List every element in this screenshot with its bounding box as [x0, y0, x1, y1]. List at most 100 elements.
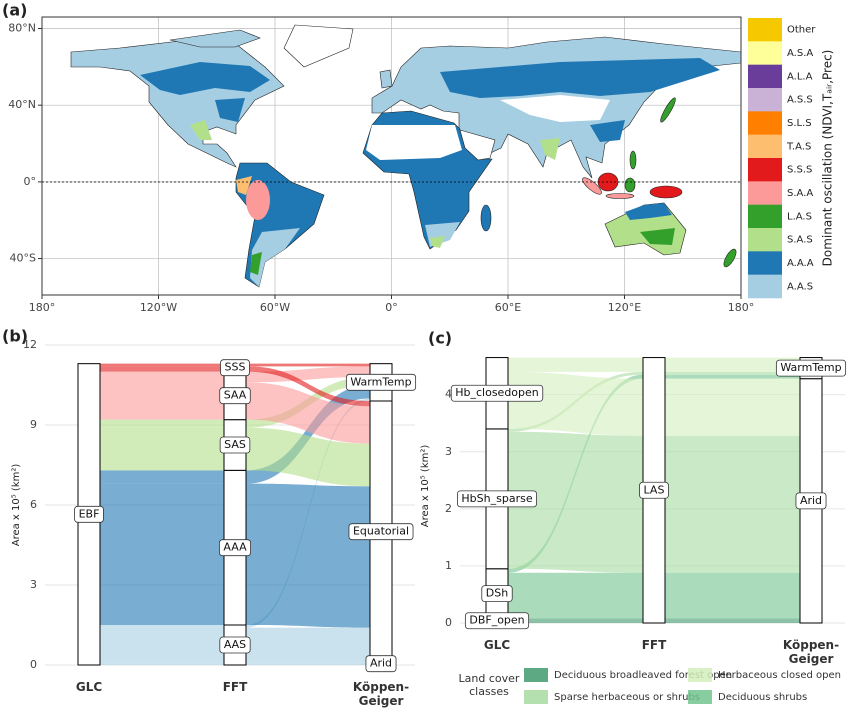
region: [366, 125, 462, 160]
island: [480, 204, 492, 232]
region: [250, 228, 300, 287]
legend-label: A.S.S: [787, 95, 813, 106]
legend-swatch: [748, 158, 782, 182]
flow: [100, 385, 370, 484]
stratum-label-box: [639, 481, 669, 499]
legend-label: A.A.A: [787, 258, 814, 269]
legend-label: S.A.A: [787, 188, 813, 199]
legend-label: S.S.S: [787, 165, 812, 176]
x-tick-label: 60°E: [495, 301, 521, 314]
region: [590, 120, 625, 142]
greenland: [283, 24, 354, 68]
y-tick-label: 40°S: [10, 252, 36, 265]
stratum-label-box: [450, 384, 544, 402]
legend-swatch: [748, 228, 782, 252]
y-tick-label: 0: [445, 616, 452, 629]
legend-swatch: [748, 111, 782, 135]
panel-label: (c): [428, 329, 452, 348]
stratum-label: DBF_open: [469, 614, 524, 627]
region: [459, 129, 496, 161]
region: [540, 138, 560, 160]
y-tick-label: 9: [30, 418, 37, 431]
stratum-label: DSh: [486, 587, 508, 600]
island: [649, 185, 683, 199]
stratum-label-box: [457, 490, 537, 508]
x-axis-label: GLC: [75, 680, 103, 694]
legend-item: Deciduous broadleaved forest open: [524, 668, 732, 682]
legend-swatch: [748, 274, 782, 299]
legend-label: S.L.S: [787, 118, 812, 129]
y-tick-label: 0: [30, 658, 37, 671]
stratum-label-box: [345, 373, 417, 391]
stratum-label: Arid: [370, 657, 392, 670]
y-tick-label: 0°: [24, 175, 37, 188]
stratum-label: EBF: [79, 507, 100, 520]
stratum-label-box: [219, 436, 251, 454]
legend-label: T.A.S: [786, 141, 811, 152]
region: [215, 98, 245, 122]
stratum-label: Equatorial: [353, 525, 409, 538]
region: [250, 252, 262, 275]
stratum-label: WarmTemp: [780, 361, 841, 374]
stratum-label-box: [464, 612, 530, 630]
legend-swatch: [748, 41, 782, 65]
x-axis-label: Köppen-Geiger: [782, 638, 840, 666]
x-tick-label: 180°: [29, 301, 56, 314]
legend-swatch: [748, 18, 782, 42]
legend-swatch: [748, 88, 782, 112]
stratum-label-box: [365, 655, 397, 673]
region: [625, 203, 672, 220]
legend-item: Sparse herbaceous or shrubs: [524, 690, 700, 704]
x-axis-label: Köppen-Geiger: [352, 680, 410, 708]
stratum-label: SAS: [224, 438, 246, 451]
y-tick-label: 2: [445, 502, 452, 515]
y-tick-label: 12: [23, 338, 37, 351]
x-tick-label: 0°: [385, 301, 398, 314]
legend-item: Herbaceous closed open: [688, 668, 841, 682]
island: [723, 248, 737, 268]
island: [379, 69, 393, 89]
legend-swatch: [688, 690, 712, 704]
region: [500, 95, 610, 122]
stratum-label-box: [481, 585, 513, 603]
island: [629, 150, 637, 170]
stratum-label-box: [219, 539, 251, 557]
legend-swatch: [688, 668, 712, 682]
map-land: [70, 24, 741, 288]
stratum-label: SAA: [224, 389, 247, 402]
island: [660, 97, 676, 123]
island: [169, 29, 261, 48]
y-tick-label: 1: [445, 559, 452, 572]
region: [430, 236, 445, 248]
region: [246, 180, 270, 220]
legend-swatch: [524, 690, 548, 704]
stratum-label-box: [775, 359, 847, 377]
stratum-label: WarmTemp: [350, 375, 411, 388]
flow: [100, 366, 370, 407]
x-axis-label: FFT: [222, 680, 248, 694]
x-axis-label: FFT: [641, 638, 667, 652]
legend-swatch: [748, 64, 782, 89]
island: [624, 177, 636, 193]
stratum-label: Arid: [800, 494, 822, 507]
y-tick-label: 3: [30, 578, 37, 591]
stratum-label: SSS: [225, 361, 246, 374]
legend-label: Herbaceous closed open: [718, 669, 841, 681]
y-tick-label: 40°N: [8, 98, 36, 111]
stratum-label-box: [74, 505, 104, 523]
x-tick-label: 120°W: [140, 301, 177, 314]
legend-label: Sparse herbaceous or shrubs: [554, 691, 701, 703]
x-tick-label: 180°: [728, 301, 755, 314]
legend-label: Deciduous shrubs: [718, 691, 808, 703]
legend-title: Land cover classes: [458, 672, 520, 698]
y-tick-label: 3: [445, 445, 452, 458]
stratum-label: HbSh_sparse: [461, 492, 532, 505]
region: [236, 176, 252, 195]
y-tick-label: 80°N: [8, 22, 36, 35]
region: [640, 228, 675, 245]
stratum-label-box: [795, 492, 827, 510]
legend-swatch: [748, 251, 782, 275]
y-tick-label: 4: [445, 388, 452, 401]
